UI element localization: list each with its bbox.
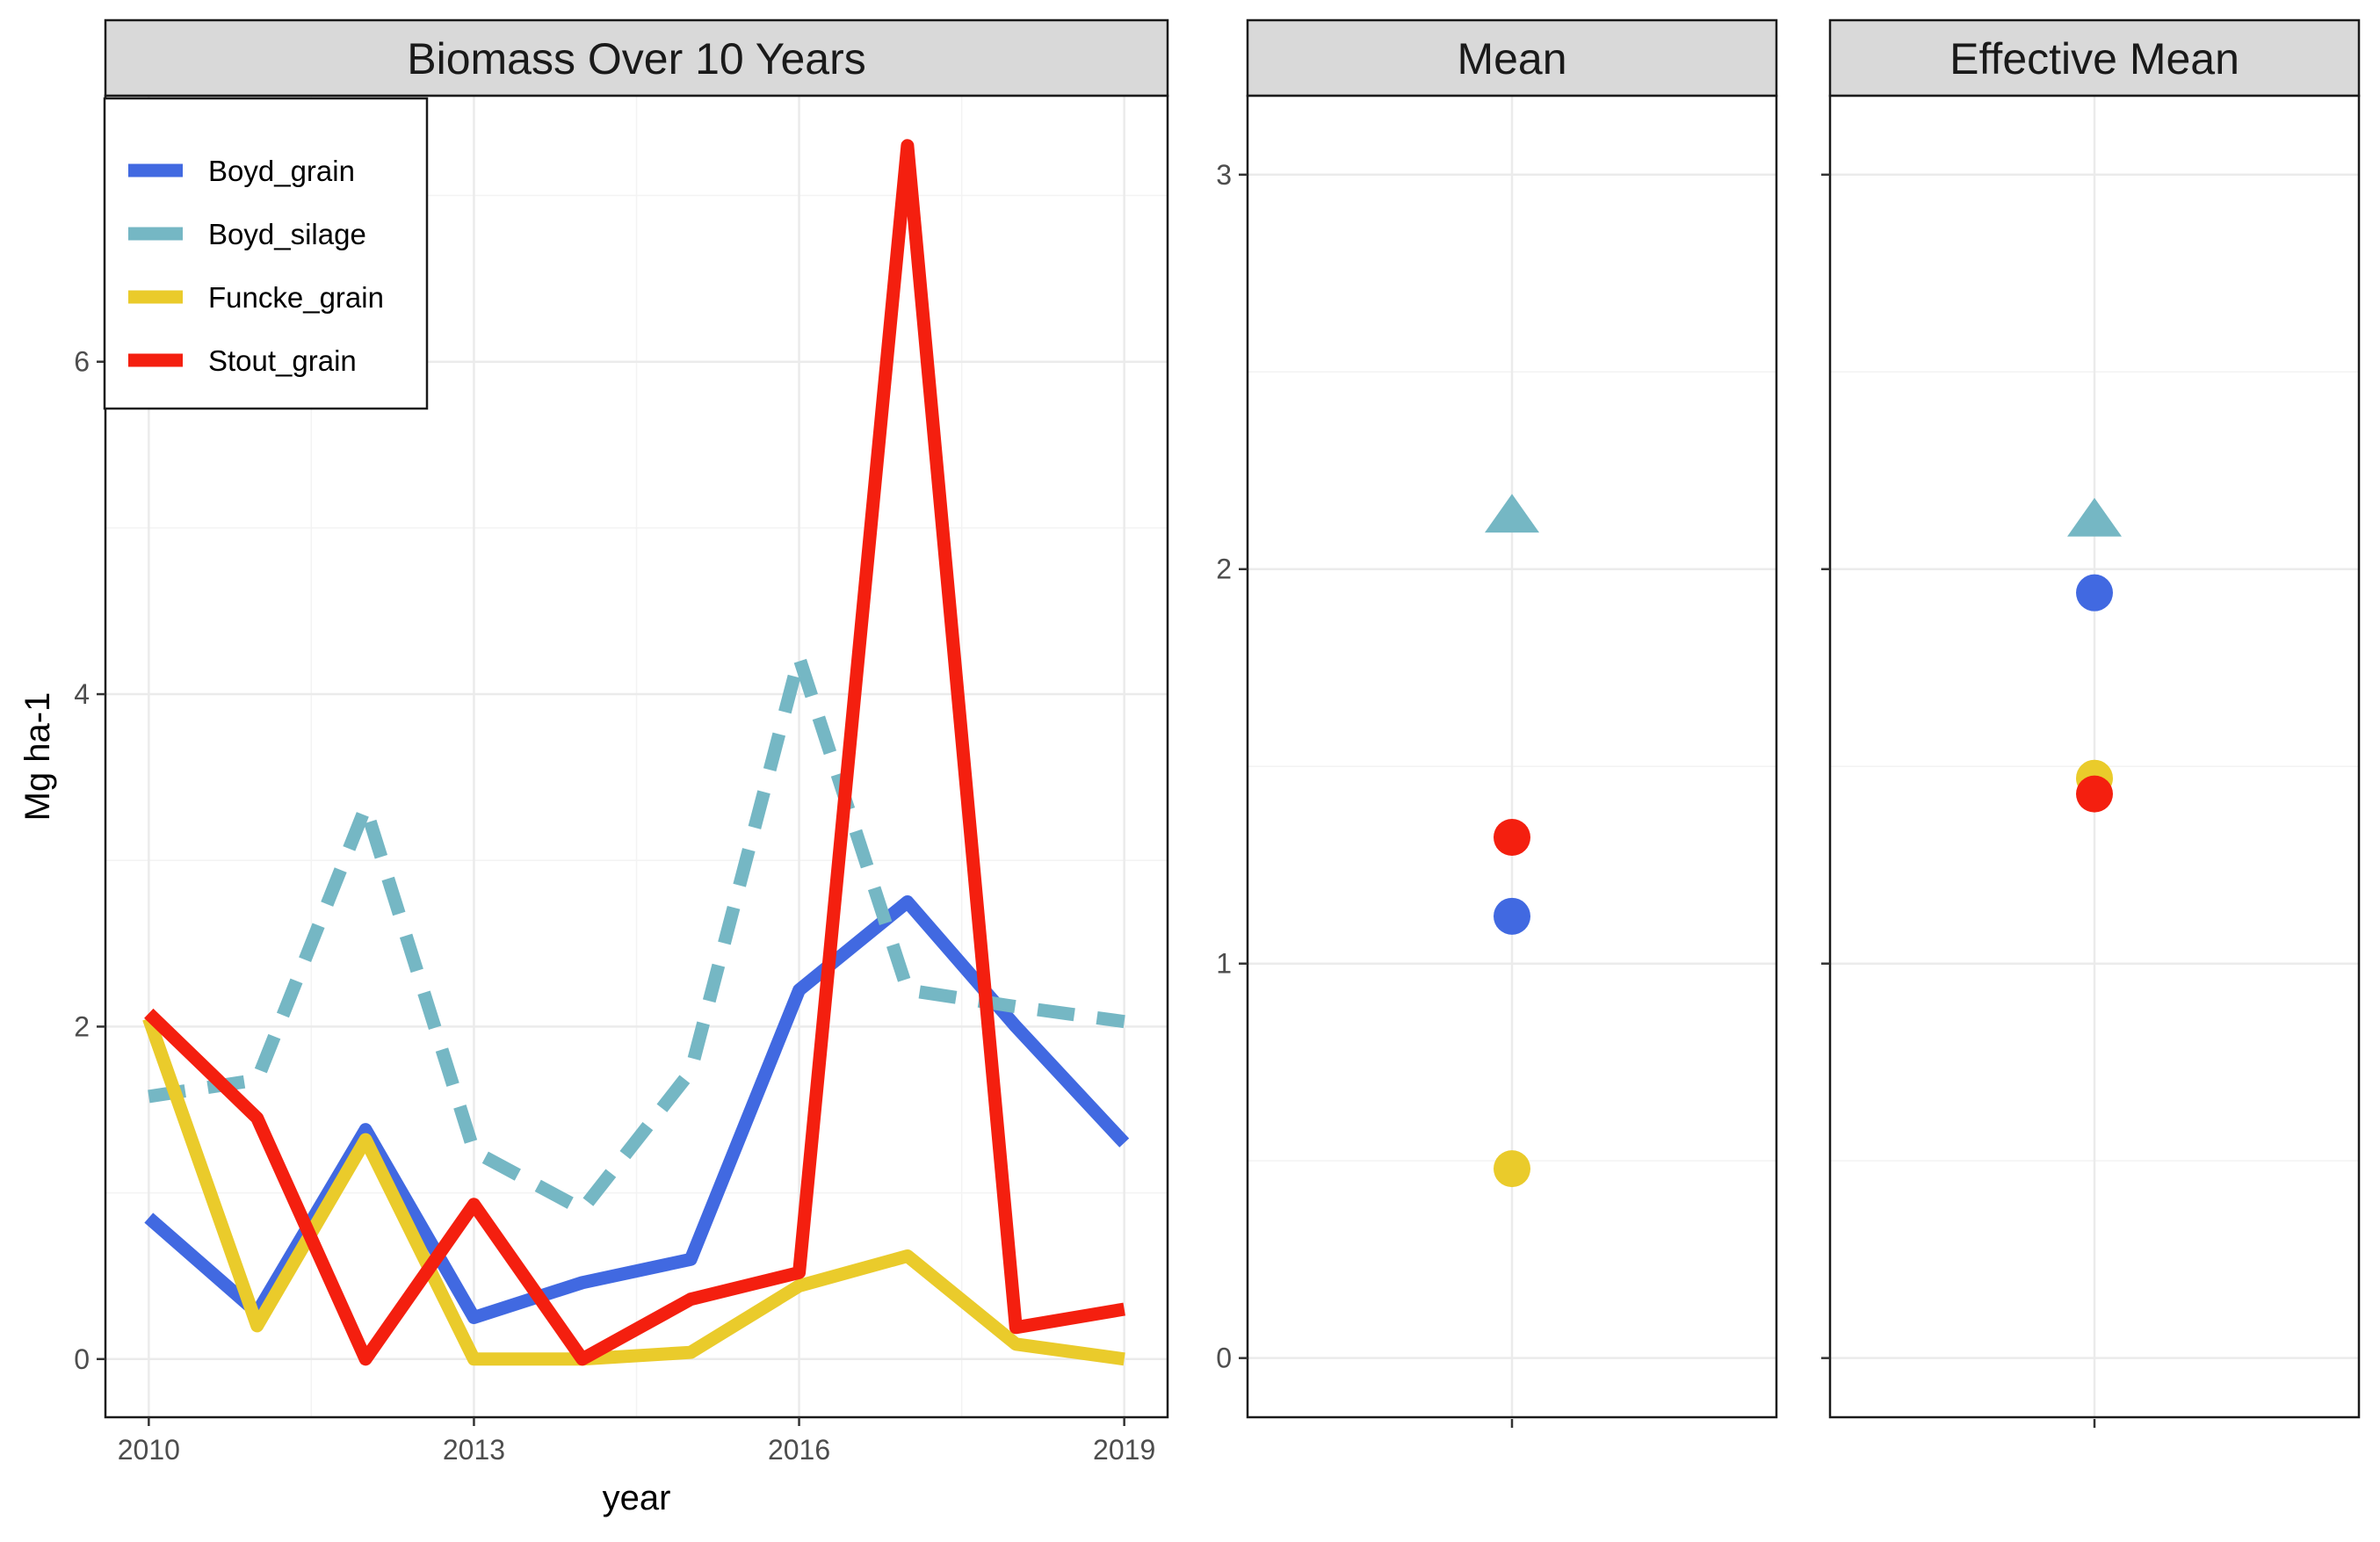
- biomass-panel-strip: [104, 18, 1169, 98]
- y-tick-label: 4: [74, 678, 90, 710]
- y-tick-label: 2: [74, 1010, 90, 1042]
- x-tick-label: 2019: [1093, 1434, 1155, 1466]
- series-line-boyd-silage: [148, 650, 1125, 1216]
- biomass-panel-title: Biomass Over 10 Years: [407, 34, 866, 83]
- effective-mean-panel-border: [1828, 94, 2361, 1419]
- mean-panel-title: Mean: [1457, 34, 1566, 83]
- legend-label: Funcke_grain: [208, 281, 384, 314]
- point-boyd-silage: [2067, 497, 2122, 537]
- biomass-series-lines: [142, 139, 1130, 1366]
- legend-label: Stout_grain: [208, 344, 357, 377]
- biomass-panel-border: [104, 94, 1169, 1419]
- point-boyd-silage: [1485, 494, 1539, 533]
- mean-panel-border: [1246, 94, 1778, 1419]
- point-stout-grain: [1494, 819, 1530, 857]
- mean-y-axis: 0 1 2 3: [1216, 159, 1248, 1374]
- legend-label: Boyd_grain: [208, 155, 355, 187]
- point-stout-grain: [2076, 775, 2113, 813]
- y-axis-title: Mg ha-1: [18, 692, 57, 822]
- point-funcke-grain: [1494, 1150, 1530, 1188]
- biomass-x-axis: 2010 2013 2016 2019: [118, 1417, 1155, 1466]
- x-tick-label: 2010: [118, 1434, 180, 1466]
- y-tick-label: 2: [1216, 554, 1232, 585]
- y-tick-label: 0: [1216, 1343, 1232, 1374]
- effective-mean-points: [2067, 497, 2122, 813]
- y-tick-label: 1: [1216, 948, 1232, 980]
- mean-panel-strip: [1246, 18, 1778, 98]
- x-axis-title: year: [603, 1479, 671, 1517]
- effective-mean-panel-strip: [1828, 18, 2361, 98]
- x-tick-label: 2013: [443, 1434, 505, 1466]
- x-tick-label: 2016: [768, 1434, 830, 1466]
- legend: Boyd_grain Boyd_silage Funcke_grain Stout_g…: [103, 97, 429, 410]
- biomass-y-axis: 0 2 4 6: [74, 346, 105, 1375]
- effective-mean-panel: Effective Mean: [1821, 18, 2361, 1428]
- mean-points: [1485, 494, 1539, 1188]
- y-tick-label: 0: [74, 1343, 90, 1375]
- effective-mean-panel-title: Effective Mean: [1950, 34, 2239, 83]
- mean-panel-grid: [1248, 96, 1776, 1417]
- y-tick-label: 6: [74, 346, 90, 378]
- legend-box: [103, 97, 429, 410]
- legend-label: Boyd_silage: [208, 218, 366, 250]
- series-line-stout-grain: [144, 139, 1125, 1366]
- point-boyd-grain: [1494, 897, 1530, 935]
- mean-panel: Mean 0 1 2 3: [1216, 18, 1778, 1428]
- point-boyd-grain: [2076, 574, 2113, 612]
- effective-mean-y-axis: [1821, 173, 1830, 1359]
- y-tick-label: 3: [1216, 159, 1232, 191]
